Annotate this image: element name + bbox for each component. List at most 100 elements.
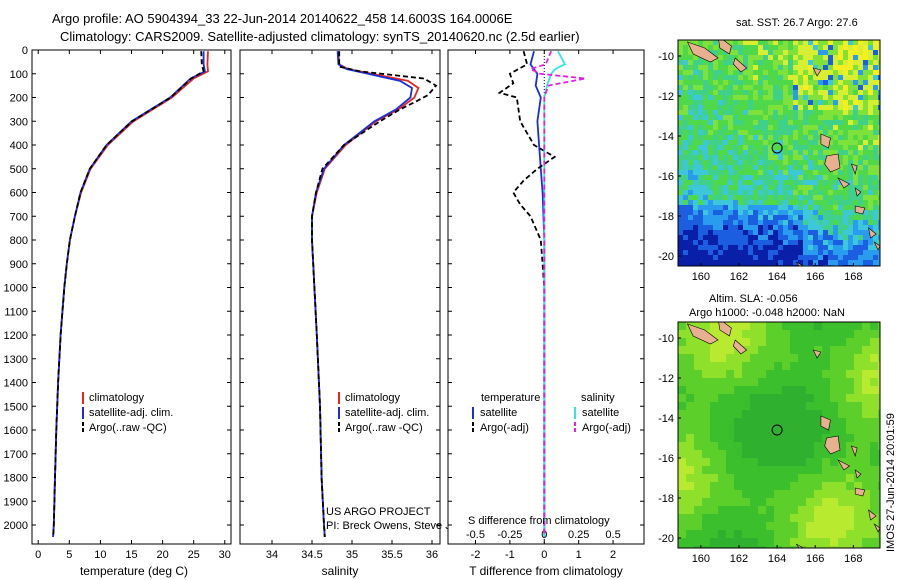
map-cell [823, 85, 829, 91]
map-cell [723, 205, 729, 211]
map-cell [748, 45, 754, 51]
map-cell [813, 150, 819, 156]
map-cell [773, 145, 779, 151]
map-cell [723, 55, 729, 61]
island [820, 133, 831, 149]
map-cell [688, 240, 694, 246]
map-cell [803, 205, 809, 211]
map-cell [708, 40, 714, 46]
map-cell [723, 200, 729, 206]
map-cell [678, 155, 684, 161]
map-cell [708, 155, 714, 161]
map-cell [854, 498, 863, 507]
map-cell [854, 354, 863, 363]
map-cell [726, 354, 735, 363]
map-cell [846, 418, 855, 427]
map-cell [748, 100, 754, 106]
map-cell [790, 474, 799, 483]
map-cell [858, 40, 864, 46]
map-cell [688, 200, 694, 206]
map-cell [726, 466, 735, 475]
map-cell [698, 70, 704, 76]
map-cell [803, 190, 809, 196]
map-cell [818, 70, 824, 76]
map-cell [833, 125, 839, 131]
map-cell [878, 170, 880, 176]
map-cell [698, 75, 704, 81]
map-cell [702, 434, 711, 443]
map-cell [843, 135, 849, 141]
map-cell [688, 40, 694, 46]
island [837, 177, 851, 189]
map-cell [846, 514, 855, 523]
map-cell [798, 410, 807, 419]
map-cell [748, 215, 754, 221]
map-cell [703, 190, 709, 196]
map-cell [848, 120, 854, 126]
map-cell [808, 140, 814, 146]
map-cell [753, 135, 759, 141]
map-cell [870, 450, 879, 459]
map-cell [790, 386, 799, 395]
map-cell [703, 240, 709, 246]
map-cell [733, 230, 739, 236]
map-cell [854, 434, 863, 443]
argo-location-marker [771, 424, 783, 436]
map-cell [683, 220, 689, 226]
map-cell [838, 150, 844, 156]
map-cell [798, 330, 807, 339]
map-cell [828, 75, 834, 81]
map-cell [723, 150, 729, 156]
island [718, 322, 732, 337]
map-cell [718, 346, 727, 355]
map-cell [694, 346, 703, 355]
map-cell [843, 230, 849, 236]
map-cell [713, 255, 719, 261]
map-cell [688, 105, 694, 111]
map-cell [748, 75, 754, 81]
map-cell [873, 60, 879, 66]
map-cell [782, 538, 791, 547]
map-cell [873, 220, 879, 226]
map-cell [814, 434, 823, 443]
map-cell [778, 65, 784, 71]
map-cell [713, 40, 719, 46]
map-cell [778, 110, 784, 116]
map-cell [783, 105, 789, 111]
map-cell [862, 466, 871, 475]
map-cell [723, 70, 729, 76]
map-cell [858, 80, 864, 86]
map-cell [713, 150, 719, 156]
map-cell [753, 200, 759, 206]
map-cell [763, 75, 769, 81]
map-cell [743, 205, 749, 211]
map-cell [734, 402, 743, 411]
map-cell [823, 120, 829, 126]
map-cell [783, 40, 789, 46]
map-cell [694, 426, 703, 435]
map-cell [798, 235, 804, 241]
map-cell [688, 140, 694, 146]
map-cell [723, 250, 729, 256]
map-cell [766, 322, 775, 331]
map-cell [798, 426, 807, 435]
map-cell [728, 185, 734, 191]
map-cell [683, 195, 689, 201]
map-cell [718, 170, 724, 176]
map-cell [738, 125, 744, 131]
map-cell [873, 50, 879, 56]
map-cell [846, 346, 855, 355]
map-cell [766, 386, 775, 395]
map-cell [718, 255, 724, 261]
map-cell [863, 70, 869, 76]
map-cell [738, 215, 744, 221]
map-cell [778, 140, 784, 146]
map-cell [863, 160, 869, 166]
map-cell [773, 160, 779, 166]
map-cell [766, 458, 775, 467]
map-cell [753, 100, 759, 106]
map-cell [778, 195, 784, 201]
map-cell [702, 530, 711, 539]
map-cell [698, 235, 704, 241]
map-cell [678, 514, 687, 523]
